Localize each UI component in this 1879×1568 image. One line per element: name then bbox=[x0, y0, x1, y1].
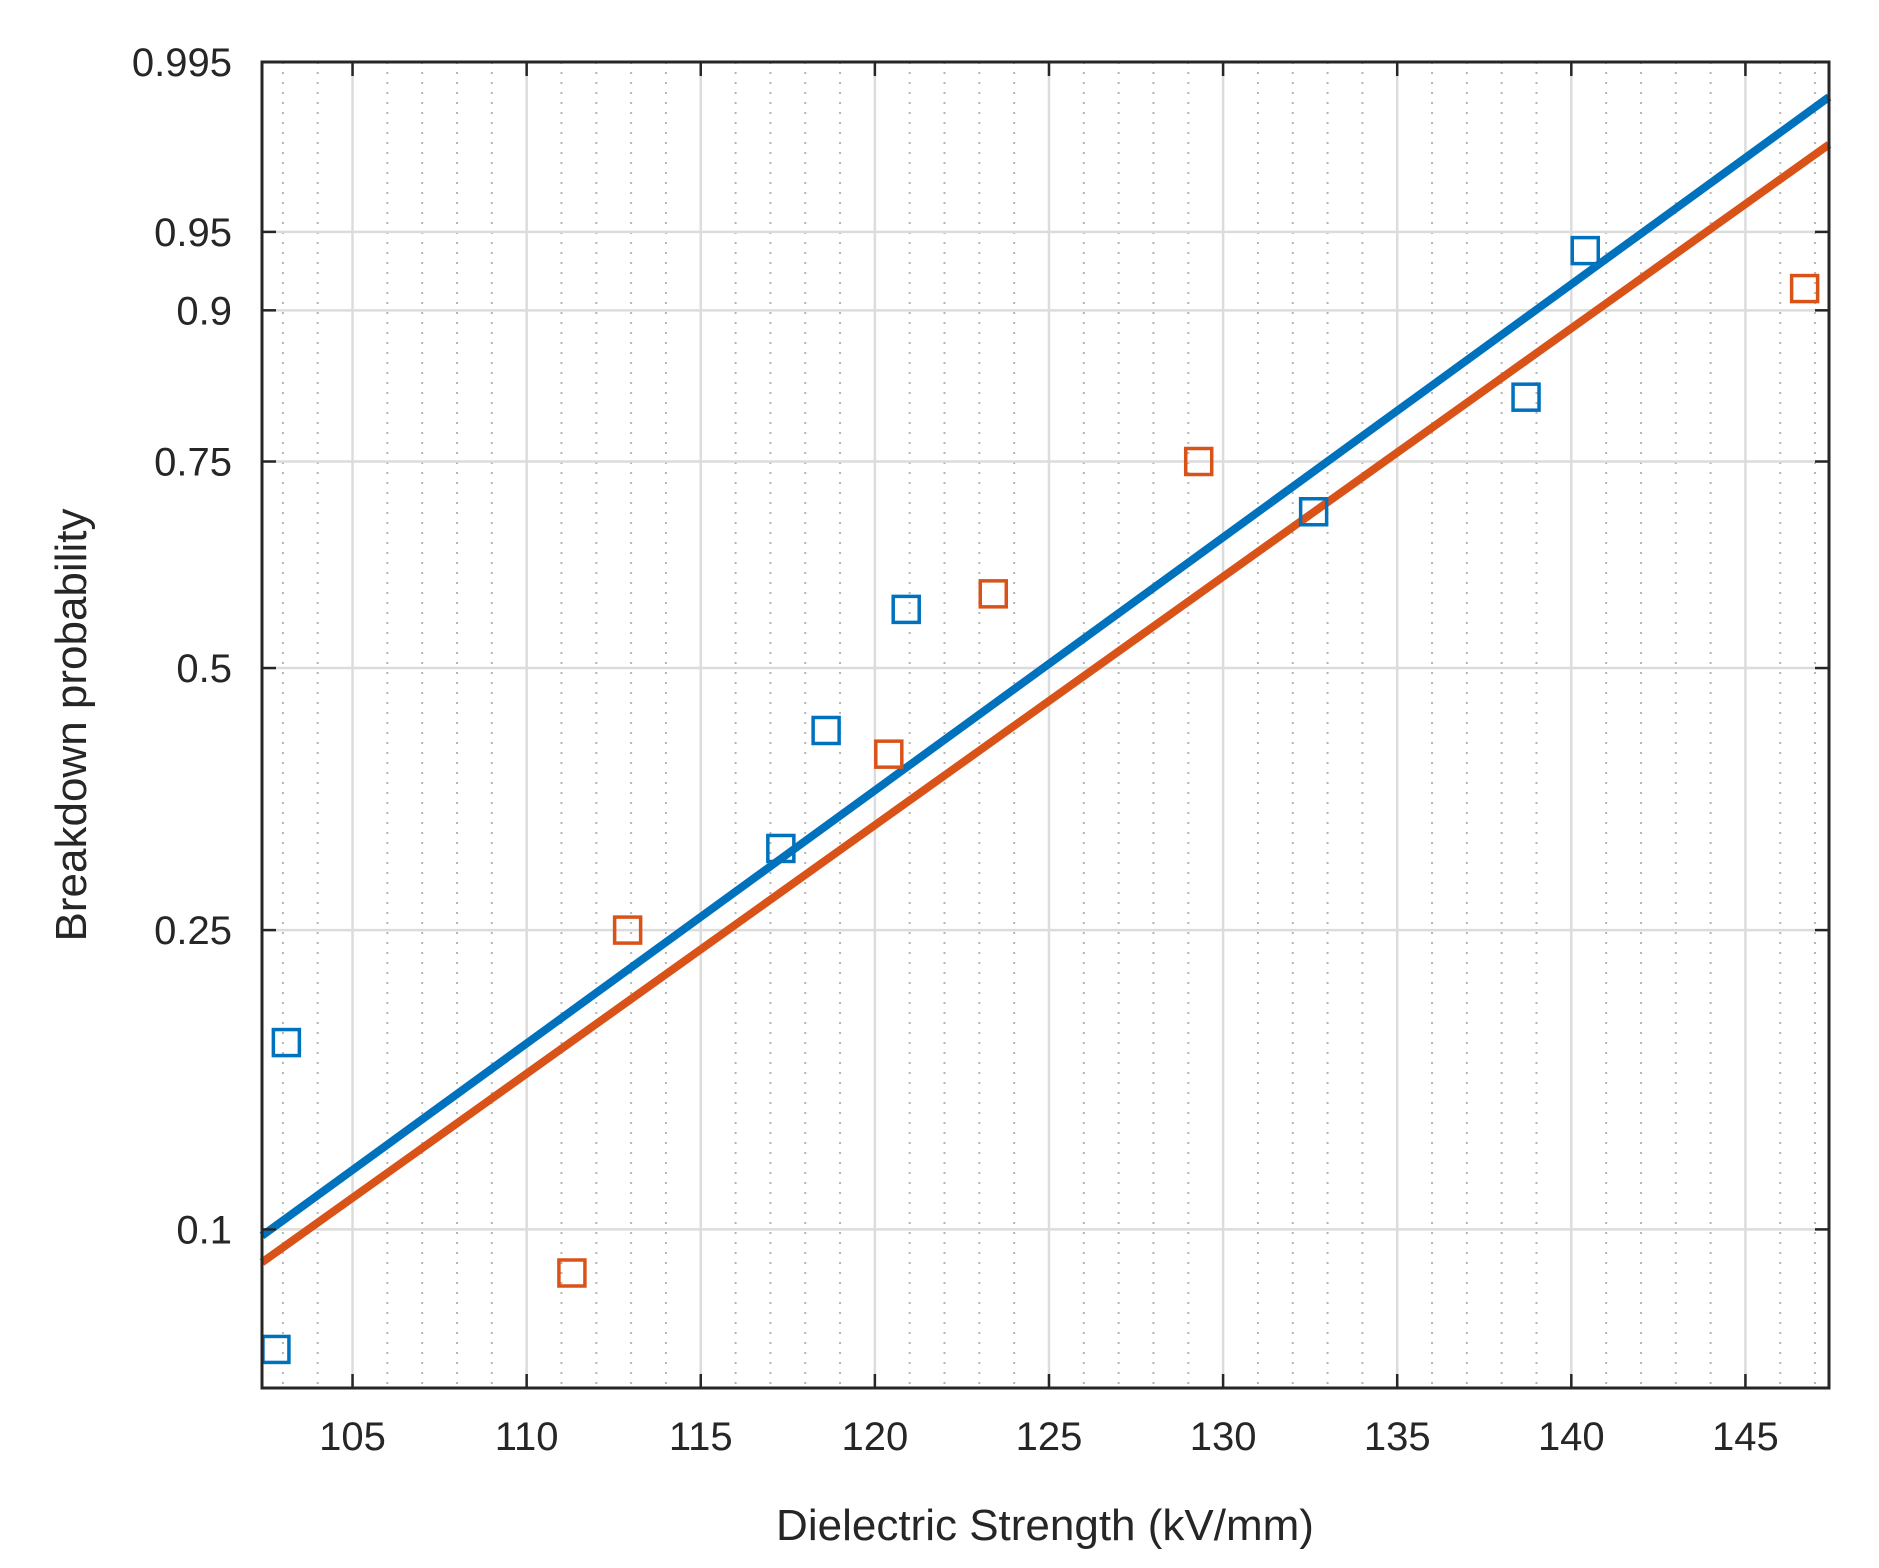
y-tick-label: 0.95 bbox=[154, 211, 232, 255]
data-point-series-2 bbox=[612, 915, 643, 945]
x-tick-label: 140 bbox=[1538, 1415, 1605, 1459]
y-tick-label: 0.5 bbox=[176, 647, 232, 691]
data-point-series-1 bbox=[1298, 497, 1329, 527]
data-point-series-2 bbox=[557, 1258, 587, 1288]
fit-line-series-2 bbox=[259, 141, 1832, 1266]
y-tick-label: 0.9 bbox=[176, 289, 232, 333]
fit-lines bbox=[259, 93, 1832, 1266]
data-point-series-2 bbox=[874, 739, 904, 769]
y-tick-label: 0.75 bbox=[154, 441, 232, 485]
data-point-series-1 bbox=[766, 833, 796, 864]
data-point-series-1 bbox=[811, 715, 841, 746]
data-point-series-1 bbox=[1511, 382, 1541, 412]
x-tick-label: 105 bbox=[319, 1415, 386, 1459]
data-point-series-2 bbox=[1789, 273, 1820, 304]
data-point-series-2 bbox=[1183, 446, 1214, 477]
x-tick-label: 120 bbox=[841, 1415, 908, 1459]
data-point-series-1 bbox=[271, 1027, 302, 1058]
fit-line-series-1 bbox=[259, 93, 1832, 1239]
y-tick-labels: 0.1 0.25 0.5 0.75 0.9 0.95 0.995 bbox=[132, 41, 232, 1252]
x-tick-labels: 105 110 115 120 125 130 135 140 145 bbox=[319, 1415, 1779, 1459]
x-axis-label: Dielectric Strength (kV/mm) bbox=[776, 1501, 1314, 1550]
data-point-series-2 bbox=[978, 579, 1009, 609]
y-tick-label: 0.1 bbox=[176, 1208, 232, 1252]
x-tick-label: 125 bbox=[1016, 1415, 1083, 1459]
y-tick-label: 0.25 bbox=[154, 909, 232, 953]
data-point-series-1 bbox=[891, 594, 921, 625]
x-tick-label: 115 bbox=[669, 1415, 733, 1459]
x-tick-label: 135 bbox=[1364, 1415, 1431, 1459]
plot-background bbox=[262, 62, 1829, 1388]
plot-frame bbox=[260, 60, 1831, 1390]
x-tick-label: 130 bbox=[1190, 1415, 1257, 1459]
axis-ticks bbox=[262, 60, 1829, 1388]
data-point-series-1 bbox=[1570, 235, 1600, 266]
y-tick-label: 0.995 bbox=[132, 41, 232, 85]
x-tick-label: 145 bbox=[1712, 1415, 1779, 1459]
y-axis-label: Breakdown probability bbox=[47, 509, 96, 942]
x-tick-label: 110 bbox=[495, 1415, 559, 1459]
minor-grid bbox=[281, 62, 1817, 1388]
